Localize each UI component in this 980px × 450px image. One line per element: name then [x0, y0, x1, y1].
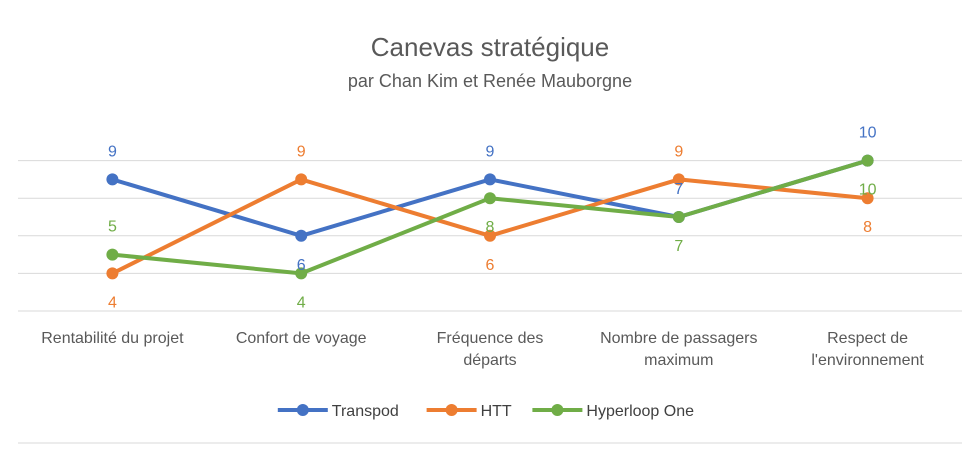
data-point: [484, 173, 496, 186]
data-label: 8: [486, 219, 495, 236]
legend-marker: [296, 404, 309, 416]
category-labels: Rentabilité du projet Confort de voyage Fr…: [41, 330, 924, 369]
category-label-line: Fréquence des: [437, 330, 544, 347]
chart-subtitle: par Chan Kim et Renée Mauborgne: [348, 71, 632, 91]
data-point: [861, 154, 874, 167]
category-label: Nombre de passagers maximum: [600, 330, 757, 369]
category-label-line: Nombre de passagers: [600, 330, 757, 347]
data-label: 5: [108, 219, 117, 236]
data-label: 9: [108, 143, 117, 160]
category-label-line: Confort de voyage: [236, 330, 367, 347]
legend-marker: [445, 404, 458, 416]
legend-marker: [551, 404, 564, 416]
data-point: [106, 173, 119, 186]
data-point: [672, 173, 685, 186]
data-point: [484, 192, 496, 205]
data-point: [672, 211, 685, 223]
category-label: Respect de l'environnement: [811, 330, 924, 369]
data-label: 6: [297, 257, 306, 274]
category-label-line: Rentabilité du projet: [41, 330, 184, 347]
category-label-line: maximum: [644, 352, 713, 369]
data-point: [295, 173, 308, 186]
data-label: 9: [674, 143, 683, 160]
legend-label: Transpod: [332, 403, 399, 420]
chart-title: Canevas stratégique: [371, 32, 609, 62]
data-label: 4: [108, 294, 117, 311]
data-label: 8: [863, 219, 872, 236]
data-label: 10: [859, 182, 877, 199]
category-label-line: départs: [463, 352, 516, 369]
data-point: [106, 267, 119, 280]
data-point: [861, 192, 874, 205]
data-label: 9: [486, 143, 495, 160]
category-label: Fréquence des départs: [437, 330, 544, 369]
category-label: Rentabilité du projet: [41, 330, 184, 347]
data-point: [295, 229, 308, 242]
legend-label: HTT: [481, 403, 512, 420]
data-point: [484, 229, 496, 242]
data-label: 7: [674, 181, 683, 198]
legend: Transpod HTT Hyperloop One: [277, 403, 694, 420]
legend-label: Hyperloop One: [586, 403, 694, 420]
data-labels: 9 6 9 7 10 4 9 6 9 8 5 4 8 7 10: [108, 125, 877, 312]
data-point: [106, 248, 119, 261]
series-lines: [106, 154, 874, 280]
data-label: 6: [486, 257, 495, 274]
category-label: Confort de voyage: [236, 330, 367, 347]
data-point: [295, 267, 308, 280]
category-label-line: Respect de: [827, 330, 908, 347]
data-label: 10: [859, 125, 877, 142]
data-label: 9: [297, 143, 306, 160]
data-label: 4: [297, 294, 306, 311]
data-label: 7: [674, 238, 683, 255]
category-label-line: l'environnement: [811, 352, 924, 369]
